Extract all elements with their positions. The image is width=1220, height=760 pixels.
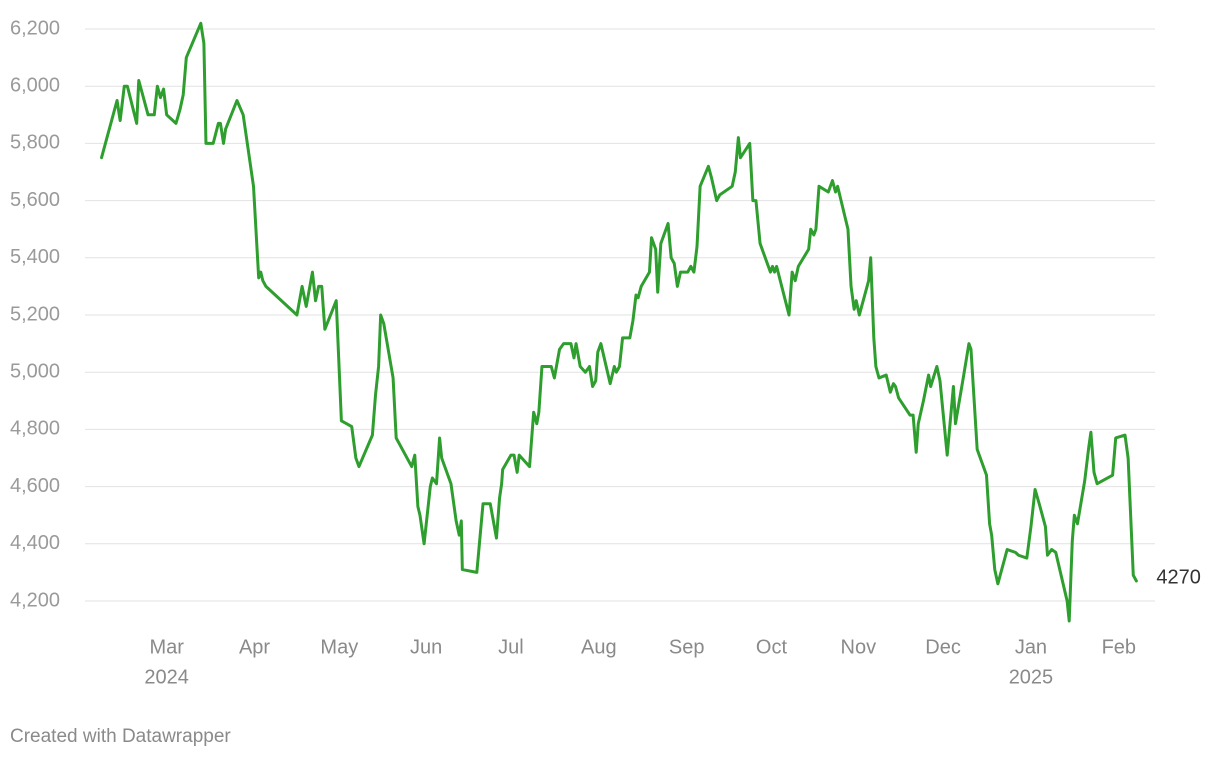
y-tick-label: 4,200 — [10, 589, 60, 611]
x-tick-label: Jul — [498, 636, 524, 658]
y-tick-label: 5,200 — [10, 303, 60, 325]
credit: Created with Datawrapper — [10, 726, 231, 747]
y-tick-label: 4,600 — [10, 475, 60, 497]
y-tick-label: 5,000 — [10, 360, 60, 382]
y-tick-label: 6,200 — [10, 17, 60, 39]
x-tick-label: Apr — [239, 636, 270, 658]
y-tick-label: 4,400 — [10, 532, 60, 554]
x-tick-label: Aug — [581, 636, 617, 658]
y-tick-label: 5,800 — [10, 132, 60, 154]
x-tick-label: May — [320, 636, 358, 658]
x-tick-label: Feb — [1102, 636, 1136, 658]
x-year-label: 2024 — [144, 666, 189, 688]
x-tick-label: Jun — [410, 636, 442, 658]
y-tick-label: 5,600 — [10, 189, 60, 211]
x-tick-label: Mar — [149, 636, 184, 658]
x-tick-label: Sep — [669, 636, 705, 658]
x-tick-label: Jan — [1015, 636, 1047, 658]
end-value-label: 4270 — [1156, 566, 1201, 588]
y-tick-label: 6,000 — [10, 74, 60, 96]
x-tick-label: Dec — [925, 636, 961, 658]
x-year-label: 2025 — [1009, 666, 1054, 688]
x-tick-label: Nov — [841, 636, 877, 658]
price-line — [100, 21, 1138, 623]
y-tick-label: 4,800 — [10, 418, 60, 440]
x-tick-label: Oct — [756, 636, 788, 658]
y-tick-label: 5,400 — [10, 246, 60, 268]
